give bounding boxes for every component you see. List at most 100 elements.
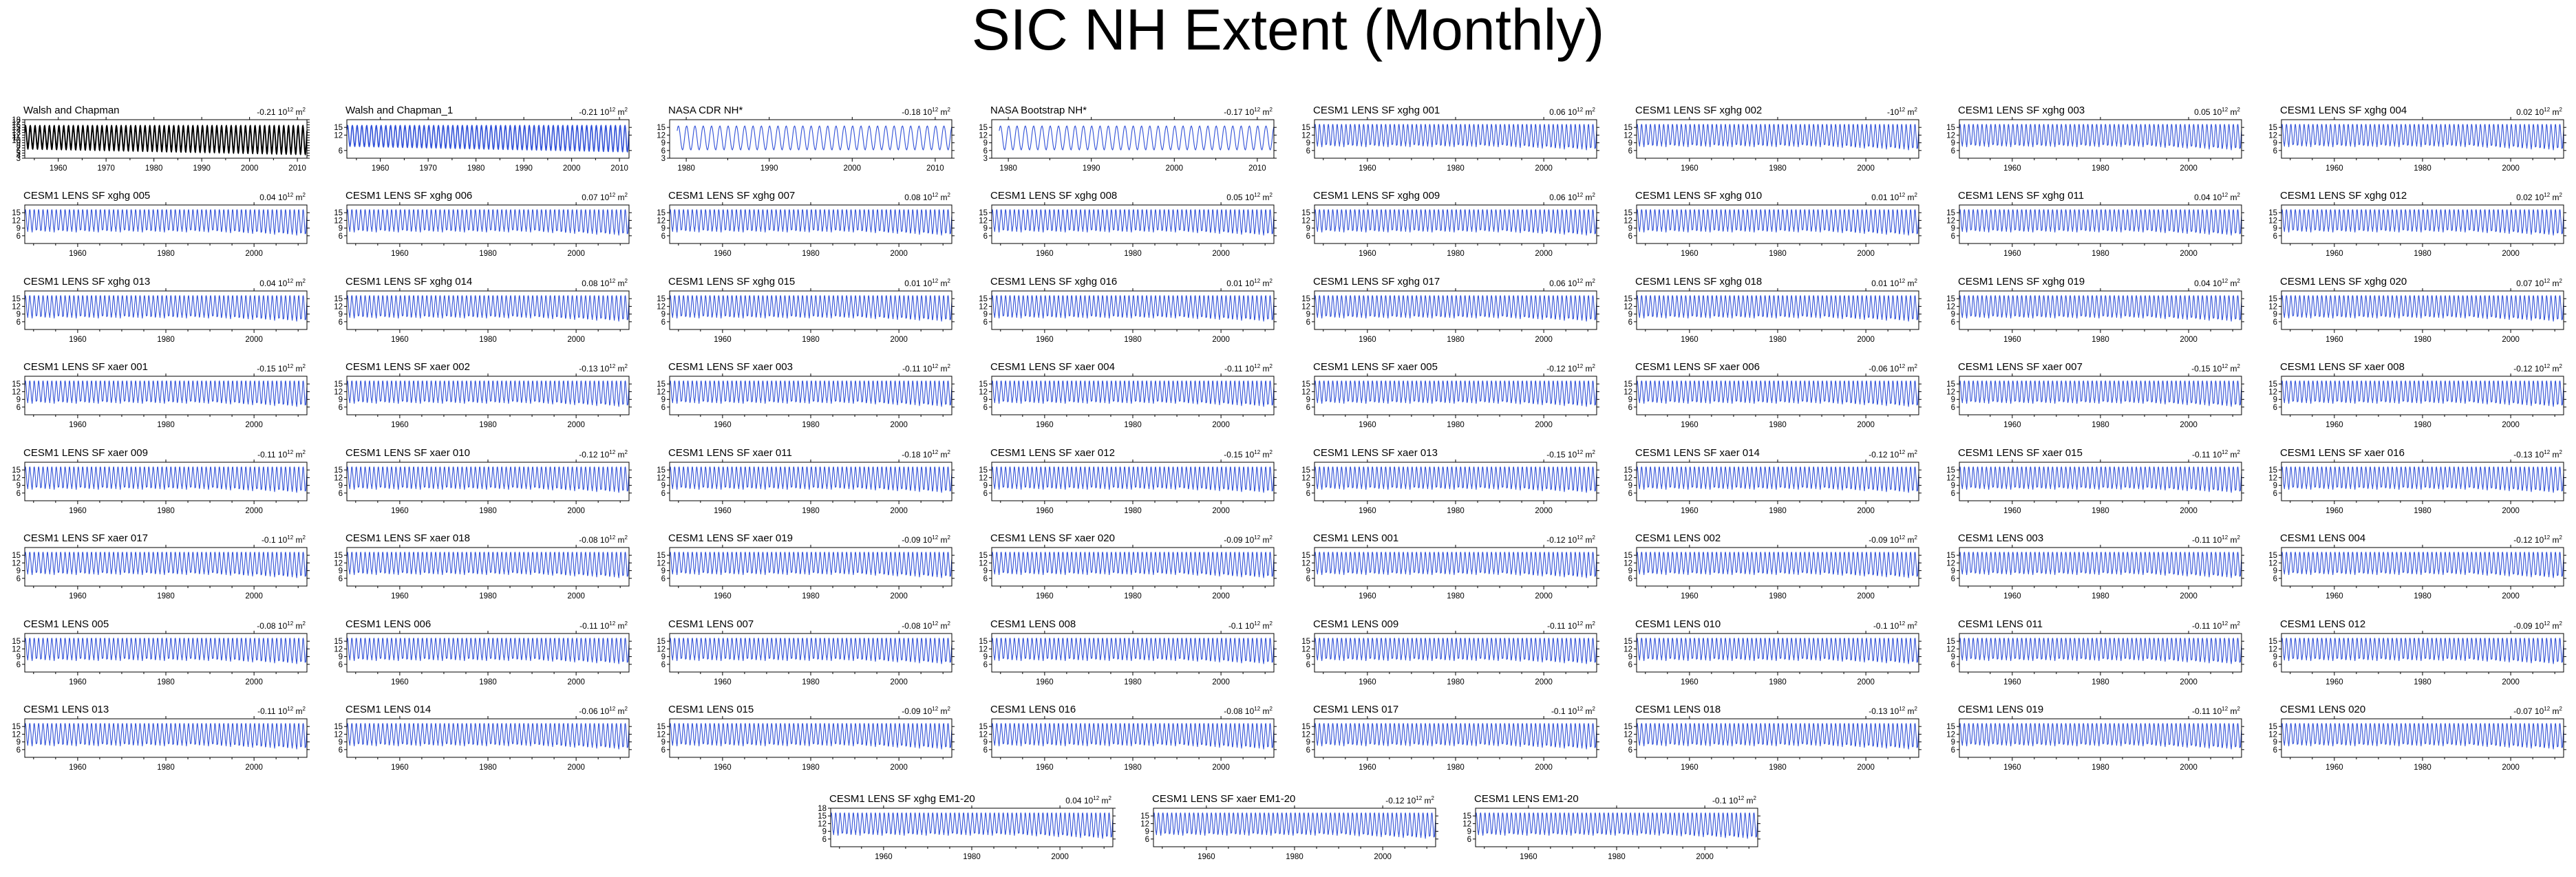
series-line — [2281, 295, 2564, 322]
y-tick-label: 15 — [1946, 209, 1955, 217]
x-tick-label: 2000 — [890, 507, 908, 515]
panel-37: CESM1 LENS SF xaer 013 -0.15 1012 m269121… — [1301, 447, 1599, 515]
x-tick-label: 1960 — [69, 507, 87, 515]
panel-frame — [24, 119, 308, 159]
y-tick-label: 12 — [12, 303, 21, 311]
panel-trend-label: -0.06 1012 m2 — [579, 706, 628, 716]
y-tick-label: 8 — [17, 142, 21, 150]
x-tick-label: 2000 — [245, 678, 263, 686]
panel-title: CESM1 LENS SF xghg 016 — [990, 276, 1117, 288]
y-tick-label: 17 — [12, 119, 21, 127]
series-line — [2281, 124, 2564, 151]
panel-title: CESM1 LENS 001 — [1313, 532, 1398, 544]
y-tick-label: 12 — [1946, 303, 1955, 311]
panel-title: CESM1 LENS SF xaer 019 — [668, 532, 793, 544]
x-tick-label: 2000 — [1212, 507, 1230, 515]
y-tick-label: 6 — [1628, 575, 1632, 583]
panel-trend-label: 0.06 1012 m2 — [1549, 107, 1595, 117]
panel-trend-label: -0.11 1012 m2 — [2192, 706, 2240, 716]
y-tick-label: 12 — [1946, 388, 1955, 396]
y-tick-label: 15 — [657, 209, 666, 217]
y-tick-label: 9 — [1628, 653, 1632, 662]
x-tick-label: 1960 — [1681, 678, 1699, 686]
y-tick-label: 9 — [1628, 396, 1632, 404]
y-tick-label: 6 — [1306, 661, 1310, 669]
panel-34: CESM1 LENS SF xaer 010 -0.12 1012 m269121… — [334, 447, 632, 515]
y-tick-label: 9 — [339, 482, 343, 490]
x-tick-label: 2000 — [1051, 853, 1069, 861]
y-tick-label: 9 — [1628, 482, 1632, 490]
y-tick-label: 12 — [1301, 559, 1310, 567]
y-tick-label: 6 — [983, 404, 988, 412]
x-tick-label: 2000 — [1212, 336, 1230, 344]
x-tick-label: 1980 — [2091, 250, 2109, 258]
y-tick-label: 15 — [334, 295, 343, 303]
series-line — [991, 466, 1275, 493]
y-tick-label: 9 — [2273, 311, 2277, 319]
y-tick-label: 9 — [1951, 225, 1955, 233]
y-tick-label: 15 — [979, 552, 988, 560]
y-tick-label: 15 — [1946, 638, 1955, 646]
y-tick-label: 6 — [2273, 232, 2277, 241]
y-tick-label: 15 — [334, 380, 343, 389]
x-tick-label: 1960 — [2003, 250, 2021, 258]
y-tick-label: 3 — [17, 155, 21, 163]
x-tick-label: 1980 — [1124, 507, 1142, 515]
panel-trend-label: -0.08 1012 m2 — [257, 620, 306, 631]
y-tick-label: 6 — [1467, 836, 1471, 844]
y-tick-label: 4 — [17, 152, 21, 160]
x-tick-label: 2000 — [2502, 764, 2520, 772]
series-line — [1959, 295, 2242, 322]
panel-frame — [346, 119, 630, 159]
x-tick-label: 1980 — [1124, 764, 1142, 772]
series-line — [1314, 209, 1597, 236]
x-tick-label: 1980 — [2091, 592, 2109, 600]
y-tick-label: 9 — [1306, 140, 1310, 148]
y-tick-label: 12 — [334, 131, 343, 140]
y-tick-label: 15 — [2268, 209, 2277, 217]
x-tick-label: 2010 — [288, 164, 306, 173]
panel-trend-label: -0.18 1012 m2 — [902, 449, 950, 459]
series-line — [1959, 638, 2242, 664]
y-tick-label: 12 — [1946, 559, 1955, 567]
y-tick-label: 12 — [1946, 474, 1955, 482]
panel-trend-label: -0.13 1012 m2 — [1869, 706, 1917, 716]
y-tick-label: 9 — [339, 311, 343, 319]
y-tick-label: 15 — [334, 638, 343, 646]
panel-frame — [991, 119, 1275, 159]
x-tick-label: 1990 — [1083, 164, 1100, 173]
panel-trend-label: 0.04 1012 m2 — [259, 192, 306, 202]
x-tick-label: 1980 — [802, 250, 820, 258]
x-tick-label: 1980 — [1769, 678, 1787, 686]
x-tick-label: 2000 — [890, 250, 908, 258]
y-tick-label: 12 — [2268, 645, 2277, 653]
panel-42: CESM1 LENS SF xaer 018 -0.08 1012 m269121… — [334, 532, 632, 600]
y-tick-label: 9 — [2273, 396, 2277, 404]
x-tick-label: 1960 — [1359, 592, 1376, 600]
y-tick-label: 15 — [1624, 638, 1632, 646]
panel-trend-label: -0.12 1012 m2 — [1546, 534, 1595, 545]
y-tick-label: 15 — [12, 380, 21, 389]
y-tick-label: 15 — [979, 124, 988, 132]
x-tick-label: 1980 — [1447, 507, 1465, 515]
x-tick-label: 1980 — [2091, 421, 2109, 429]
series-line — [677, 125, 952, 151]
x-tick-label: 1960 — [1359, 164, 1376, 173]
y-tick-label: 12 — [1301, 474, 1310, 482]
series-line — [991, 209, 1275, 236]
x-tick-label: 1960 — [69, 250, 87, 258]
x-tick-label: 2000 — [2502, 250, 2520, 258]
x-tick-label: 2000 — [2180, 764, 2197, 772]
series-line — [1959, 552, 2242, 578]
y-tick-label: 6 — [1951, 575, 1955, 583]
y-tick-label: 18 — [818, 805, 827, 813]
y-tick-label: 15 — [1301, 380, 1310, 389]
x-tick-label: 1960 — [2325, 507, 2343, 515]
x-tick-label: 2000 — [2180, 250, 2197, 258]
y-tick-label: 15 — [12, 638, 21, 646]
y-tick-label: 15 — [334, 124, 343, 132]
y-tick-label: 15 — [334, 723, 343, 731]
